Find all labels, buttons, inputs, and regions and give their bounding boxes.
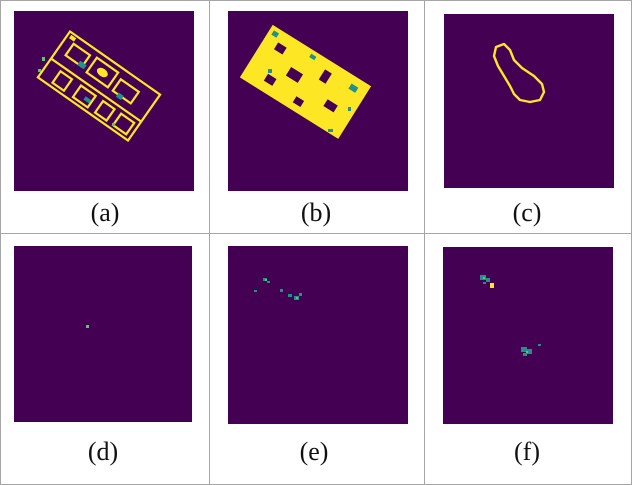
caption-c: (c): [512, 198, 542, 227]
image-f: [443, 247, 613, 424]
border-top: [0, 0, 632, 1]
divider-1: [209, 0, 210, 485]
caption-e: (e): [299, 437, 329, 466]
panel-b: [228, 11, 408, 191]
caption-f: (f): [514, 437, 540, 466]
panel-e: [228, 246, 408, 424]
image-e: [228, 246, 408, 424]
panel-d: [14, 246, 192, 422]
image-c: [444, 14, 614, 188]
border-middle: [0, 233, 632, 234]
panel-c: [444, 14, 614, 188]
border-left: [0, 0, 1, 485]
divider-2: [424, 0, 425, 485]
caption-d: (d): [87, 437, 119, 466]
caption-a: (a): [90, 198, 120, 227]
caption-b: (b): [300, 198, 332, 227]
image-d: [14, 246, 192, 422]
panel-a: [14, 11, 194, 191]
image-a: [14, 11, 194, 191]
panel-f: [443, 247, 613, 424]
image-b: [228, 11, 408, 191]
